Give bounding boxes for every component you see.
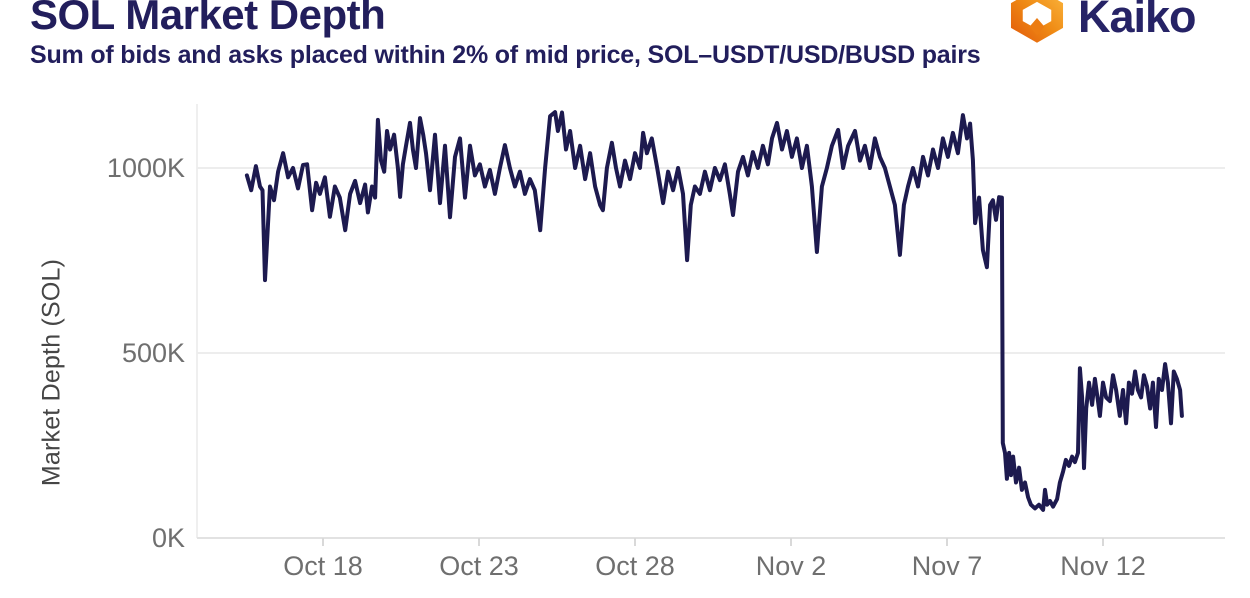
x-tick-label: Nov 12 <box>1060 551 1146 581</box>
x-tick-label: Oct 23 <box>439 551 519 581</box>
depth-line-series <box>244 110 1184 512</box>
kaiko-logo-text: Kaiko <box>1078 0 1197 42</box>
x-tick-label: Nov 7 <box>912 551 983 581</box>
page-subtitle: Sum of bids and asks placed within 2% of… <box>30 41 981 69</box>
x-tick-label: Oct 28 <box>595 551 675 581</box>
y-tick-label: 1000K <box>107 153 185 183</box>
kaiko-logo: Kaiko <box>1004 0 1236 52</box>
kaiko-logo-icon <box>1010 0 1064 43</box>
y-tick-label: 500K <box>122 338 185 368</box>
x-tick-label: Oct 18 <box>283 551 363 581</box>
x-tick-label: Nov 2 <box>756 551 827 581</box>
page-title: SOL Market Depth <box>30 0 386 38</box>
y-tick-label: 0K <box>152 523 185 553</box>
